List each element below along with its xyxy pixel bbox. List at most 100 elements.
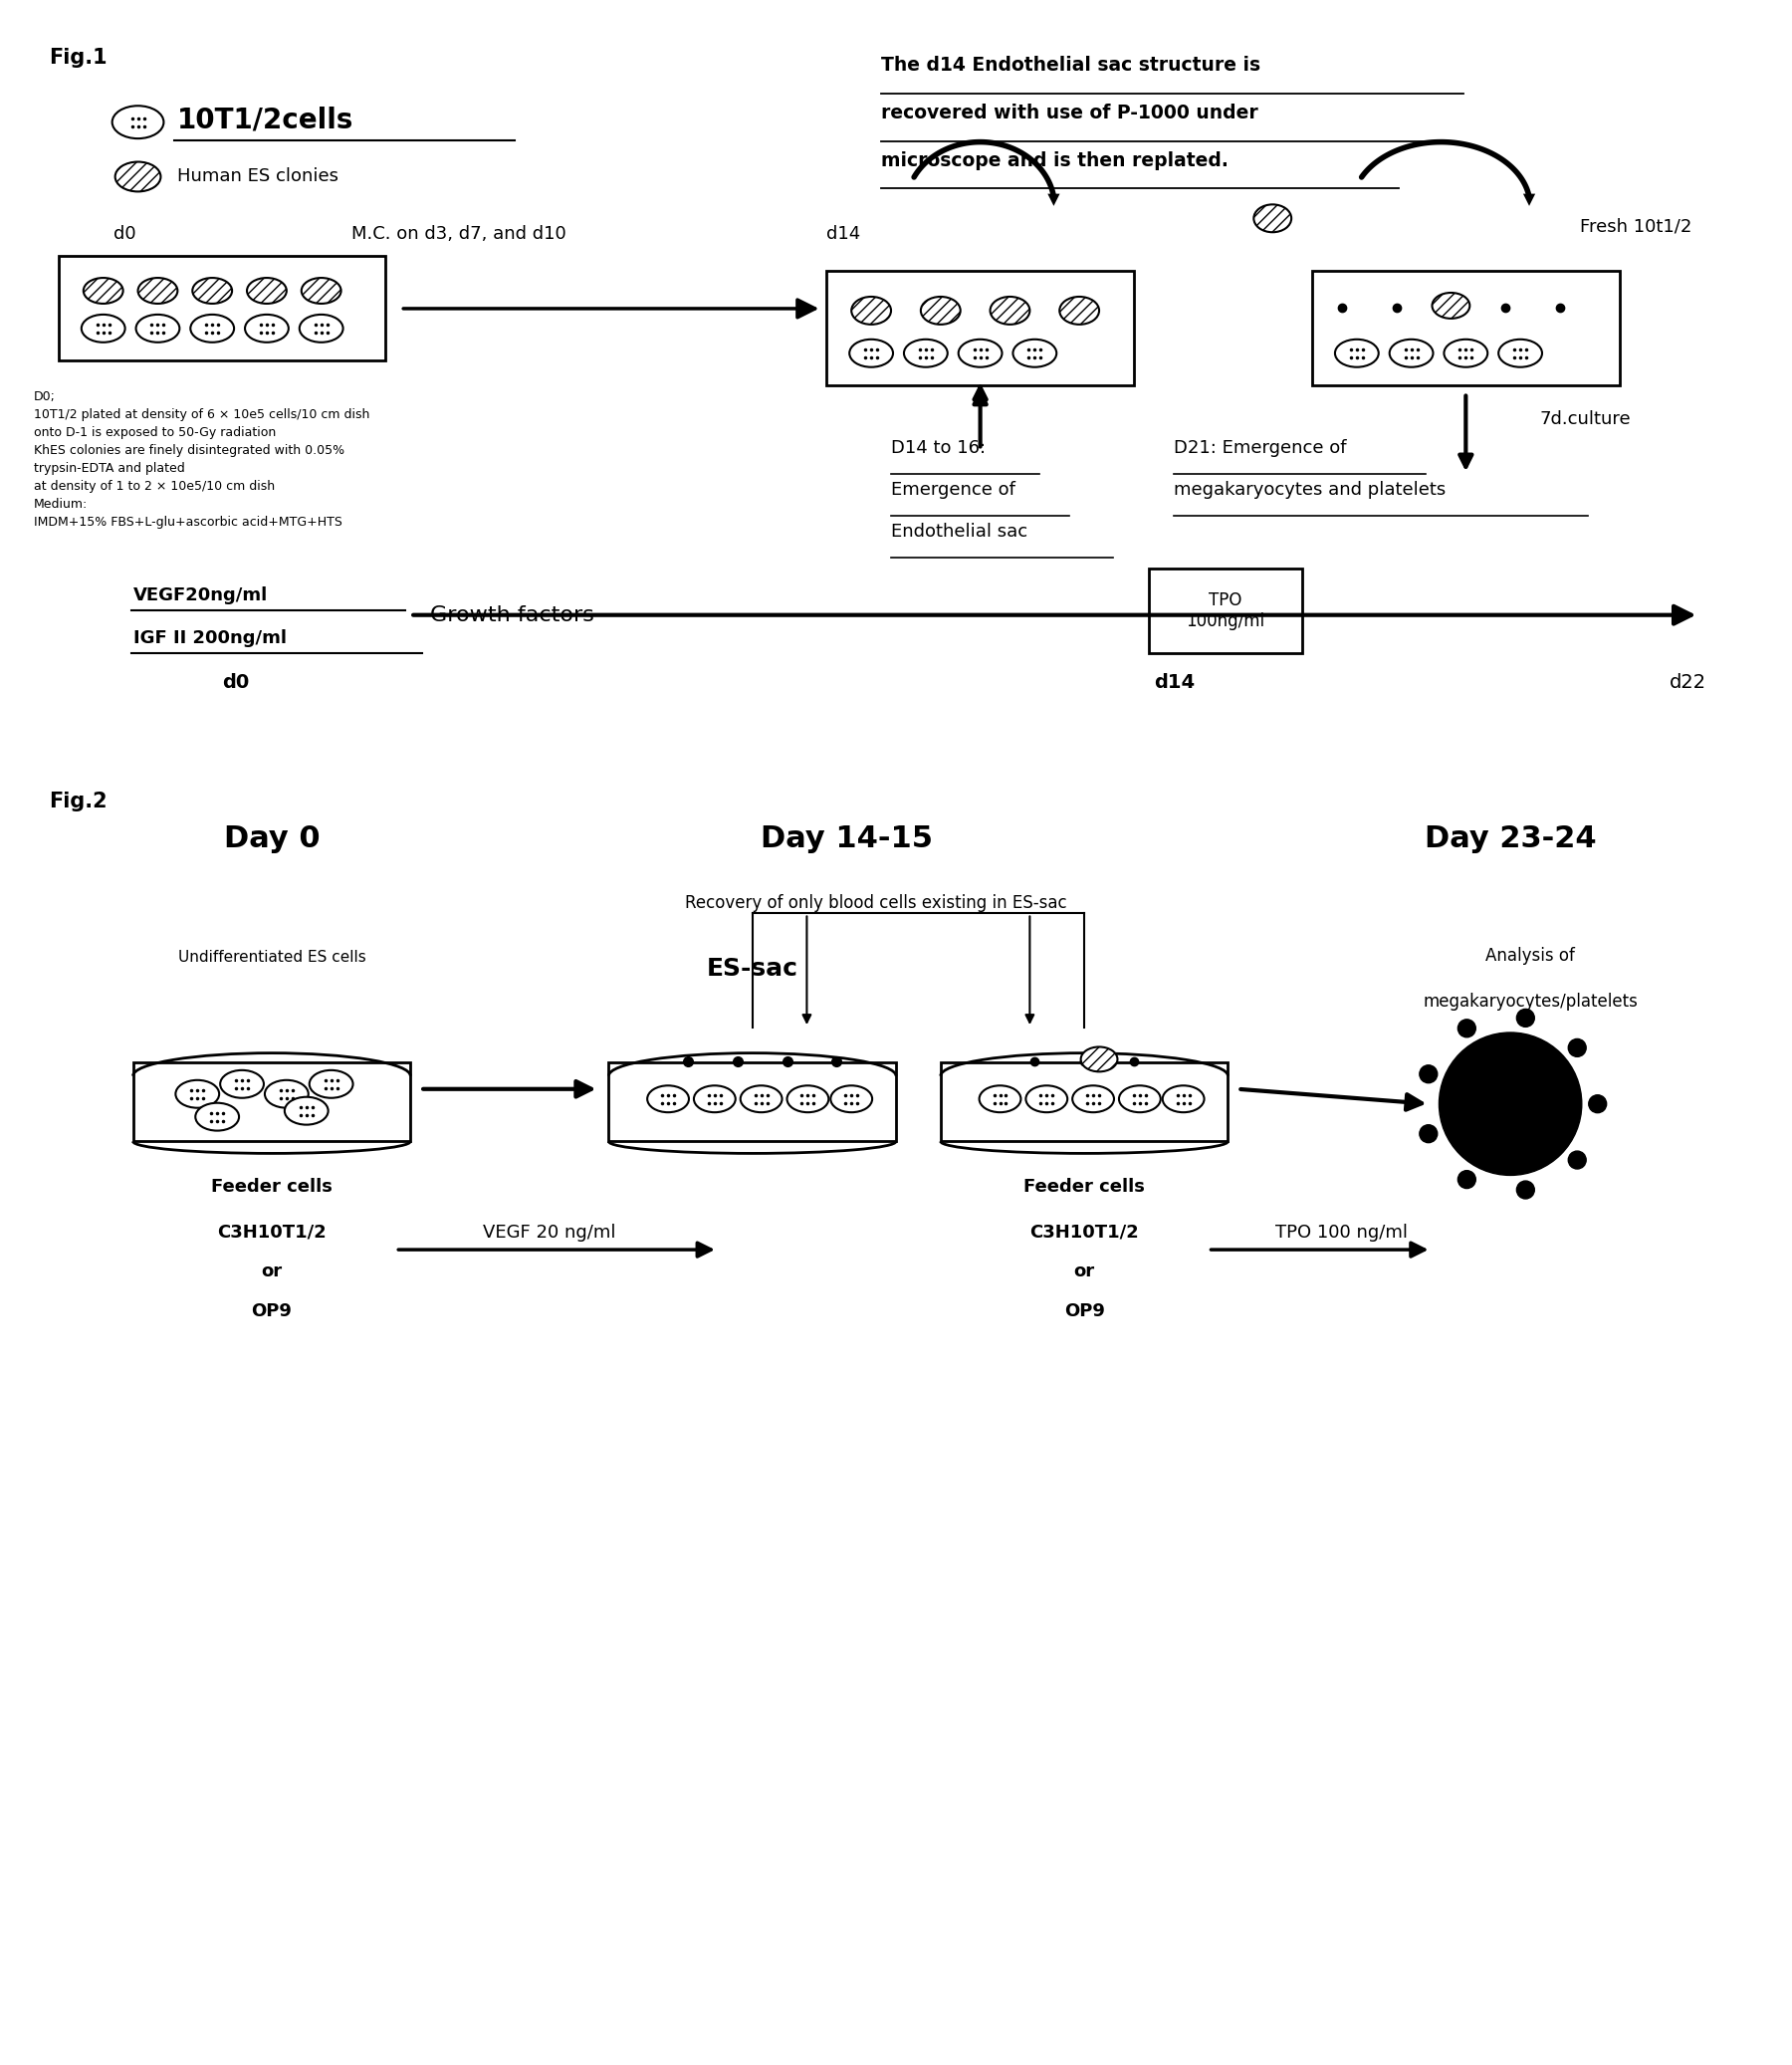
Text: Day 23-24: Day 23-24: [1425, 824, 1597, 853]
Text: Fig.1: Fig.1: [48, 47, 108, 68]
Text: TPO
100ng/ml: TPO 100ng/ml: [1186, 591, 1265, 630]
Text: Emergence of: Emergence of: [891, 481, 1016, 500]
Bar: [1312, 271, 1620, 384]
Ellipse shape: [113, 105, 163, 138]
Text: Fig.2: Fig.2: [48, 791, 108, 812]
Text: 7d.culture: 7d.culture: [1539, 411, 1631, 430]
Text: Day 14-15: Day 14-15: [760, 824, 932, 853]
Text: Day 0: Day 0: [224, 824, 319, 853]
Text: d14: d14: [1154, 673, 1195, 692]
Text: Growth factors: Growth factors: [430, 605, 595, 626]
Bar: [59, 256, 385, 359]
Text: OP9: OP9: [251, 1303, 292, 1320]
Text: M.C. on d3, d7, and d10: M.C. on d3, d7, and d10: [351, 225, 566, 244]
Ellipse shape: [1072, 1086, 1115, 1113]
Circle shape: [1439, 1032, 1582, 1175]
Ellipse shape: [978, 1086, 1021, 1113]
Text: megakaryocytes/platelets: megakaryocytes/platelets: [1423, 993, 1638, 1010]
Text: recovered with use of P-1000 under: recovered with use of P-1000 under: [882, 103, 1258, 122]
Circle shape: [1590, 1094, 1606, 1113]
Text: d14: d14: [826, 225, 860, 244]
Text: C3H10T1/2: C3H10T1/2: [1030, 1222, 1140, 1241]
Text: d0: d0: [113, 225, 136, 244]
Text: microscope and is then replated.: microscope and is then replated.: [882, 151, 1229, 169]
Bar: [609, 1063, 896, 1142]
Ellipse shape: [1012, 339, 1057, 368]
Ellipse shape: [740, 1086, 781, 1113]
Text: ES-sac: ES-sac: [706, 958, 797, 981]
Ellipse shape: [190, 314, 235, 343]
Ellipse shape: [1389, 339, 1434, 368]
Ellipse shape: [301, 279, 340, 304]
Text: C3H10T1/2: C3H10T1/2: [217, 1222, 326, 1241]
Ellipse shape: [1498, 339, 1543, 368]
Text: D0;
10T1/2 plated at density of 6 × 10e5 cells/10 cm dish
onto D-1 is exposed to: D0; 10T1/2 plated at density of 6 × 10e5…: [34, 390, 369, 529]
Ellipse shape: [921, 297, 961, 324]
Circle shape: [1459, 1020, 1475, 1037]
Ellipse shape: [1118, 1086, 1161, 1113]
Ellipse shape: [1025, 1086, 1068, 1113]
Text: D14 to 16:: D14 to 16:: [891, 440, 986, 458]
Text: Recovery of only blood cells existing in ES-sac: Recovery of only blood cells existing in…: [685, 894, 1068, 911]
Ellipse shape: [903, 339, 948, 368]
Text: OP9: OP9: [1064, 1303, 1104, 1320]
Text: Feeder cells: Feeder cells: [211, 1179, 332, 1196]
Ellipse shape: [849, 339, 892, 368]
Ellipse shape: [246, 314, 289, 343]
Circle shape: [1419, 1066, 1437, 1082]
Ellipse shape: [285, 1097, 328, 1125]
Text: Human ES clonies: Human ES clonies: [177, 167, 339, 186]
Ellipse shape: [1163, 1086, 1204, 1113]
Ellipse shape: [991, 297, 1030, 324]
Text: VEGF20ng/ml: VEGF20ng/ml: [133, 586, 267, 605]
Ellipse shape: [1254, 204, 1292, 231]
Ellipse shape: [81, 314, 125, 343]
Ellipse shape: [247, 279, 287, 304]
Ellipse shape: [647, 1086, 688, 1113]
Text: Feeder cells: Feeder cells: [1023, 1179, 1145, 1196]
Text: IGF II 200ng/ml: IGF II 200ng/ml: [133, 630, 287, 646]
Ellipse shape: [831, 1086, 873, 1113]
Ellipse shape: [176, 1080, 219, 1107]
Ellipse shape: [136, 314, 179, 343]
Text: The d14 Endothelial sac structure is: The d14 Endothelial sac structure is: [882, 56, 1260, 74]
Ellipse shape: [84, 279, 124, 304]
Circle shape: [1568, 1150, 1586, 1169]
Text: Analysis of: Analysis of: [1486, 948, 1575, 964]
Text: Endothelial sac: Endothelial sac: [891, 522, 1027, 541]
Text: d0: d0: [222, 673, 249, 692]
Circle shape: [1516, 1010, 1534, 1026]
Ellipse shape: [787, 1086, 828, 1113]
Text: or: or: [262, 1262, 281, 1280]
Text: megakaryocytes and platelets: megakaryocytes and platelets: [1174, 481, 1446, 500]
Ellipse shape: [192, 279, 233, 304]
Ellipse shape: [115, 161, 161, 192]
Ellipse shape: [195, 1103, 238, 1132]
Ellipse shape: [1432, 293, 1469, 318]
Ellipse shape: [299, 314, 342, 343]
Circle shape: [1419, 1125, 1437, 1142]
Ellipse shape: [138, 279, 177, 304]
Ellipse shape: [694, 1086, 735, 1113]
Text: d22: d22: [1668, 673, 1706, 692]
Ellipse shape: [1081, 1047, 1118, 1072]
Ellipse shape: [310, 1070, 353, 1099]
Text: TPO 100 ng/ml: TPO 100 ng/ml: [1276, 1225, 1409, 1241]
Circle shape: [1459, 1171, 1475, 1187]
Ellipse shape: [1059, 297, 1098, 324]
Circle shape: [1568, 1039, 1586, 1057]
Bar: [1149, 568, 1303, 653]
Ellipse shape: [959, 339, 1002, 368]
Text: or: or: [1073, 1262, 1095, 1280]
Text: Undifferentiated ES cells: Undifferentiated ES cells: [177, 950, 366, 964]
Text: Fresh 10t1/2: Fresh 10t1/2: [1581, 217, 1692, 235]
Bar: [941, 1063, 1228, 1142]
Circle shape: [1516, 1181, 1534, 1200]
Text: 10T1/2cells: 10T1/2cells: [177, 105, 355, 134]
Ellipse shape: [220, 1070, 263, 1099]
Ellipse shape: [851, 297, 891, 324]
Ellipse shape: [1335, 339, 1378, 368]
Bar: [133, 1063, 410, 1142]
Text: VEGF 20 ng/ml: VEGF 20 ng/ml: [482, 1225, 616, 1241]
Bar: [826, 271, 1134, 384]
